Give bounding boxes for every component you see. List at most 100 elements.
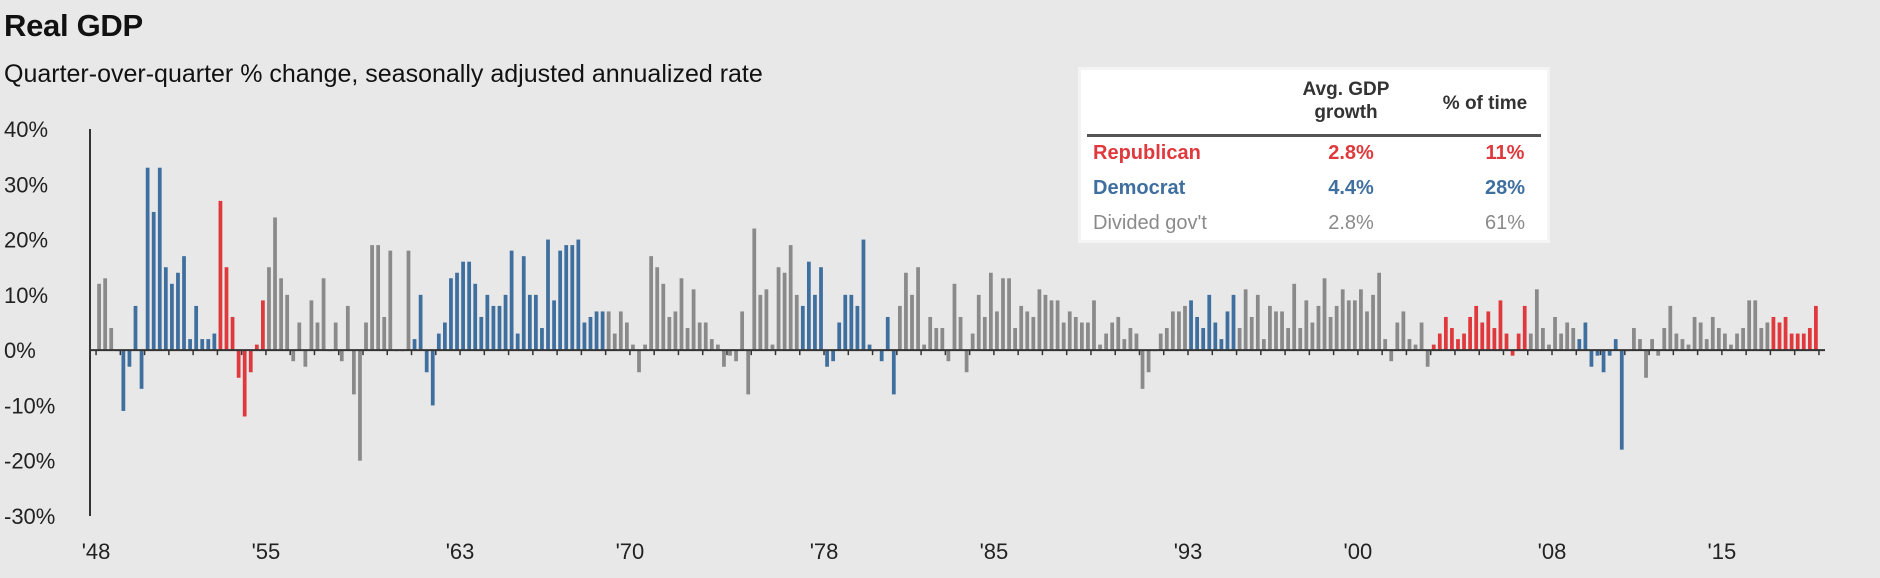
gdp-bar bbox=[667, 316, 672, 351]
gdp-bar bbox=[1419, 322, 1424, 351]
gdp-bar bbox=[728, 350, 732, 356]
y-tick-label: 30% bbox=[4, 172, 48, 197]
gdp-bar bbox=[449, 278, 453, 351]
gdp-bar bbox=[570, 245, 575, 351]
gdp-bar bbox=[97, 283, 101, 351]
gdp-bar bbox=[691, 289, 696, 351]
gdp-bar bbox=[1025, 311, 1030, 351]
x-tick-label: '15 bbox=[1708, 539, 1737, 564]
legend-democrat-pct: 28% bbox=[1484, 177, 1526, 199]
gdp-bar bbox=[976, 294, 981, 351]
gdp-bar bbox=[236, 350, 241, 378]
gdp-bar bbox=[1686, 344, 1691, 351]
gdp-bar bbox=[527, 294, 532, 351]
gdp-bar bbox=[1759, 328, 1764, 351]
gdp-bar bbox=[103, 278, 108, 351]
gdp-bar bbox=[709, 339, 714, 351]
gdp-bar bbox=[734, 350, 738, 362]
gdp-bar bbox=[1395, 322, 1400, 351]
gdp-bar bbox=[503, 294, 508, 351]
legend-divided-pct: 61% bbox=[1484, 212, 1526, 234]
gdp-bar bbox=[224, 267, 229, 351]
gdp-bar bbox=[1079, 322, 1084, 351]
gdp-bar bbox=[1110, 322, 1115, 351]
gdp-bar bbox=[946, 350, 951, 362]
gdp-bar bbox=[1583, 322, 1588, 351]
gdp-bar bbox=[1443, 316, 1448, 351]
gdp-bar bbox=[970, 333, 975, 351]
gdp-bar bbox=[1346, 300, 1351, 351]
gdp-bar bbox=[1128, 328, 1133, 351]
gdp-bar bbox=[1322, 278, 1327, 351]
gdp-bar bbox=[922, 344, 927, 351]
gdp-bar bbox=[1656, 350, 1661, 356]
gdp-bar bbox=[1807, 328, 1812, 351]
gdp-bar bbox=[145, 167, 150, 351]
gdp-bar bbox=[285, 294, 290, 351]
gdp-bar bbox=[625, 322, 629, 351]
gdp-bar bbox=[1492, 328, 1497, 351]
gdp-bar bbox=[1462, 333, 1466, 351]
legend-divider bbox=[1087, 134, 1541, 137]
gdp-bar bbox=[673, 311, 678, 351]
gdp-bar bbox=[1049, 300, 1054, 351]
gdp-bar bbox=[618, 311, 623, 351]
gdp-bar bbox=[1243, 289, 1248, 351]
gdp-bar bbox=[1801, 333, 1806, 351]
gdp-bar bbox=[1795, 333, 1800, 351]
gdp-bar bbox=[1589, 350, 1594, 367]
gdp-bar bbox=[1298, 328, 1303, 351]
gdp-bar bbox=[855, 305, 860, 351]
gdp-bar bbox=[1274, 311, 1278, 351]
gdp-bar bbox=[315, 322, 320, 351]
gdp-bar bbox=[455, 272, 459, 351]
gdp-bar bbox=[1619, 350, 1624, 450]
gdp-bar bbox=[910, 294, 914, 351]
chart-subtitle: Quarter-over-quarter % change, seasonall… bbox=[4, 60, 763, 88]
gdp-bar bbox=[1225, 311, 1230, 351]
legend-democrat-avg: 4.4% bbox=[1328, 177, 1374, 199]
gdp-bar bbox=[1316, 305, 1321, 351]
gdp-bar bbox=[1565, 322, 1570, 351]
gdp-bar bbox=[333, 322, 338, 351]
gdp-bar bbox=[424, 350, 429, 373]
gdp-bar bbox=[1268, 305, 1272, 351]
gdp-bar bbox=[1092, 300, 1096, 351]
gdp-bar bbox=[1340, 289, 1345, 351]
gdp-bar bbox=[345, 305, 350, 351]
gdp-bar bbox=[297, 322, 302, 351]
gdp-bar bbox=[1177, 311, 1181, 351]
gdp-bar bbox=[1413, 344, 1418, 351]
gdp-bar bbox=[1261, 339, 1266, 351]
gdp-bar bbox=[1692, 316, 1697, 351]
y-tick-label: 10% bbox=[4, 283, 48, 308]
gdp-bar bbox=[1753, 300, 1758, 351]
gdp-bar bbox=[1456, 339, 1460, 351]
gdp-bar bbox=[1680, 339, 1685, 351]
legend-row-democrat: Democrat 4.4% 28% bbox=[1081, 177, 1547, 207]
gdp-bar bbox=[157, 167, 162, 351]
gdp-bar bbox=[1183, 305, 1187, 351]
gdp-bar bbox=[1777, 322, 1782, 351]
gdp-bar bbox=[1231, 294, 1236, 351]
gdp-bar bbox=[1098, 344, 1102, 351]
gdp-bar bbox=[643, 344, 647, 351]
gdp-bar bbox=[1783, 316, 1788, 351]
gdp-bar bbox=[261, 300, 265, 351]
gdp-bar bbox=[267, 267, 271, 351]
gdp-bar bbox=[1067, 311, 1072, 351]
y-tick-label: -20% bbox=[4, 449, 55, 474]
gdp-bar bbox=[867, 344, 872, 351]
gdp-bar bbox=[479, 316, 484, 351]
gdp-bar bbox=[1219, 339, 1224, 351]
gdp-bar bbox=[339, 350, 344, 362]
gdp-bar bbox=[843, 294, 848, 351]
gdp-bar bbox=[916, 267, 920, 351]
gdp-bar bbox=[1013, 328, 1018, 351]
gdp-bar bbox=[194, 305, 199, 351]
gdp-bar bbox=[1371, 294, 1375, 351]
party-legend-table: Avg. GDP growth % of time Republican 2.8… bbox=[1078, 67, 1550, 243]
gdp-bar bbox=[685, 328, 690, 351]
gdp-bar bbox=[995, 311, 999, 351]
gdp-bar bbox=[819, 267, 823, 351]
